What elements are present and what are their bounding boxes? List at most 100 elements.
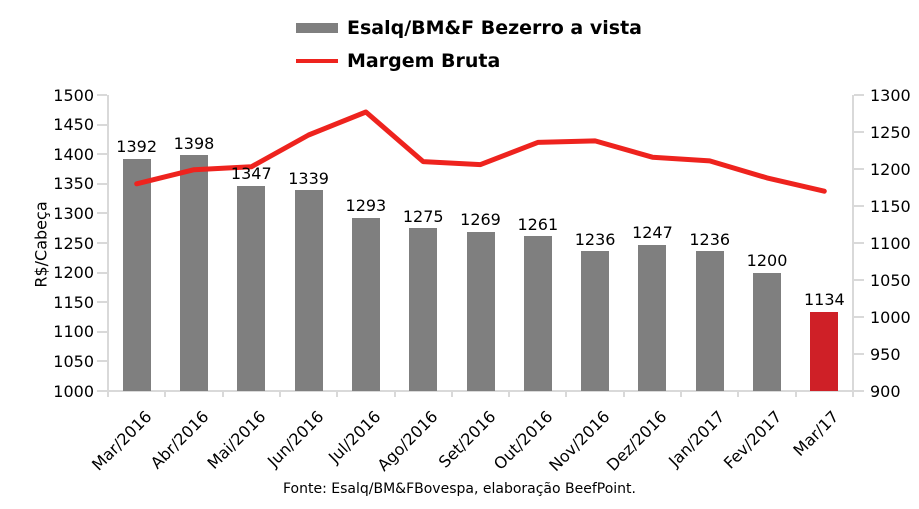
bar-Mar/2016 [122, 158, 151, 391]
left-axis-tick [97, 360, 107, 363]
right-axis-tick [854, 279, 864, 281]
x-axis-tick [336, 391, 339, 397]
right-axis-tick [854, 353, 864, 355]
bar-value-label: 1275 [402, 206, 444, 226]
left-axis-tick [97, 94, 107, 96]
right-axis-tick-label: 1050 [870, 270, 911, 290]
x-axis-line [107, 390, 854, 392]
left-axis-tick [97, 153, 107, 156]
right-axis-tick [854, 390, 864, 392]
right-axis-tick-label: 1200 [870, 159, 911, 179]
bar-value-label: 1339 [288, 168, 329, 188]
bar-value-label: 1398 [173, 133, 215, 153]
legend-line-swatch-icon [296, 59, 338, 63]
x-axis-tick [794, 391, 797, 397]
left-axis-tick-label: 1150 [53, 292, 94, 312]
bar-value-label: 1247 [632, 223, 673, 243]
legend-label-bezerro: Esalq/BM&F Bezerro a vista [347, 17, 642, 39]
x-axis-label: Jun/2016 [263, 407, 327, 471]
bar-value-label: 1200 [746, 251, 788, 271]
x-axis-label: Mar/17 [789, 407, 843, 460]
left-axis-tick [97, 390, 107, 392]
right-axis-tick-label: 950 [870, 344, 901, 364]
x-axis-tick [508, 391, 511, 397]
x-axis-tick [680, 391, 683, 397]
right-axis-tick-label: 1000 [870, 307, 911, 327]
left-axis-tick-label: 1250 [53, 233, 94, 253]
bar-Out/2016 [523, 236, 552, 391]
left-axis-tick-label: 1100 [53, 322, 94, 342]
right-axis-tick-label: 900 [870, 381, 901, 401]
bar-Dez/2016 [638, 244, 667, 391]
right-axis-tick [854, 131, 864, 133]
bar-Nov/2016 [581, 251, 610, 391]
left-axis-tick-label: 1000 [53, 381, 94, 401]
x-axis-label: Ago/2016 [373, 407, 442, 475]
bar-Ago/2016 [409, 228, 438, 391]
right-axis-tick-label: 1300 [870, 85, 911, 105]
x-axis-label: Fev/2017 [719, 407, 786, 473]
left-axis-tick-label: 1500 [53, 85, 94, 105]
x-axis-tick [852, 391, 854, 397]
x-axis-tick [450, 391, 453, 397]
source-note: Fonte: Esalq/BM&FBovespa, elaboração Bee… [283, 481, 636, 497]
right-axis-tick-label: 1150 [870, 196, 911, 216]
bar-Mai/2016 [237, 185, 266, 391]
bar-Jul/2016 [351, 217, 380, 391]
left-axis-tick-label: 1400 [53, 144, 94, 164]
bar-value-label: 1134 [803, 290, 845, 310]
left-axis-tick [97, 123, 107, 126]
left-axis-tick [97, 182, 107, 185]
left-axis-tick [97, 301, 107, 304]
x-axis-tick [164, 391, 167, 397]
left-axis-tick-label: 1200 [53, 263, 94, 283]
left-axis-tick [97, 242, 107, 244]
x-axis-label: Abr/2016 [146, 407, 213, 473]
x-axis-label: Mai/2016 [203, 407, 270, 473]
right-axis-tick-label: 1250 [870, 122, 911, 142]
bar-value-label: 1269 [460, 210, 501, 230]
x-axis-tick [278, 391, 281, 397]
left-axis-tick [97, 212, 107, 215]
x-axis-tick [393, 391, 396, 397]
left-axis-tick-label: 1350 [53, 174, 94, 194]
left-axis-tick-label: 1450 [53, 115, 94, 135]
left-axis-tick [97, 271, 107, 274]
right-axis-tick-label: 1100 [870, 233, 911, 253]
x-axis-tick [737, 391, 740, 397]
x-axis-tick [622, 391, 625, 397]
legend-bar-swatch-icon [296, 23, 338, 33]
bar-Jun/2016 [294, 190, 323, 391]
bar-value-label: 1236 [689, 229, 731, 249]
right-axis-tick [854, 316, 864, 318]
right-axis-tick [854, 242, 864, 244]
legend-label-margem: Margem Bruta [347, 50, 501, 72]
legend-item-bezerro: Esalq/BM&F Bezerro a vista [296, 16, 642, 40]
right-axis-line [852, 95, 854, 392]
x-axis-label: Jan/2017 [664, 407, 729, 471]
bar-Set/2016 [466, 231, 495, 391]
bar-Jan/2017 [695, 251, 724, 391]
bar-Mar/17 [810, 311, 839, 391]
legend-item-margem: Margem Bruta [296, 49, 642, 73]
bar-value-label: 1293 [345, 196, 387, 216]
left-axis-tick-label: 1300 [53, 203, 94, 223]
x-axis-tick [221, 391, 224, 397]
x-axis-label: Set/2016 [434, 407, 499, 472]
right-axis-tick [854, 168, 864, 170]
left-axis-tick [97, 330, 107, 333]
bar-value-label: 1261 [517, 214, 559, 234]
bar-Abr/2016 [179, 155, 208, 391]
left-axis-line [107, 95, 109, 392]
bar-Fev/2017 [753, 272, 782, 391]
left-axis-tick-label: 1050 [53, 351, 94, 371]
x-axis-tick [107, 391, 109, 397]
x-axis-tick [565, 391, 568, 397]
x-axis-label: Nov/2016 [545, 407, 614, 476]
x-axis-label: Mar/2016 [87, 407, 156, 475]
right-axis-tick [854, 205, 864, 207]
x-axis-label: Dez/2016 [603, 407, 671, 475]
right-axis-tick [854, 94, 864, 96]
bar-value-label: 1236 [574, 229, 616, 249]
